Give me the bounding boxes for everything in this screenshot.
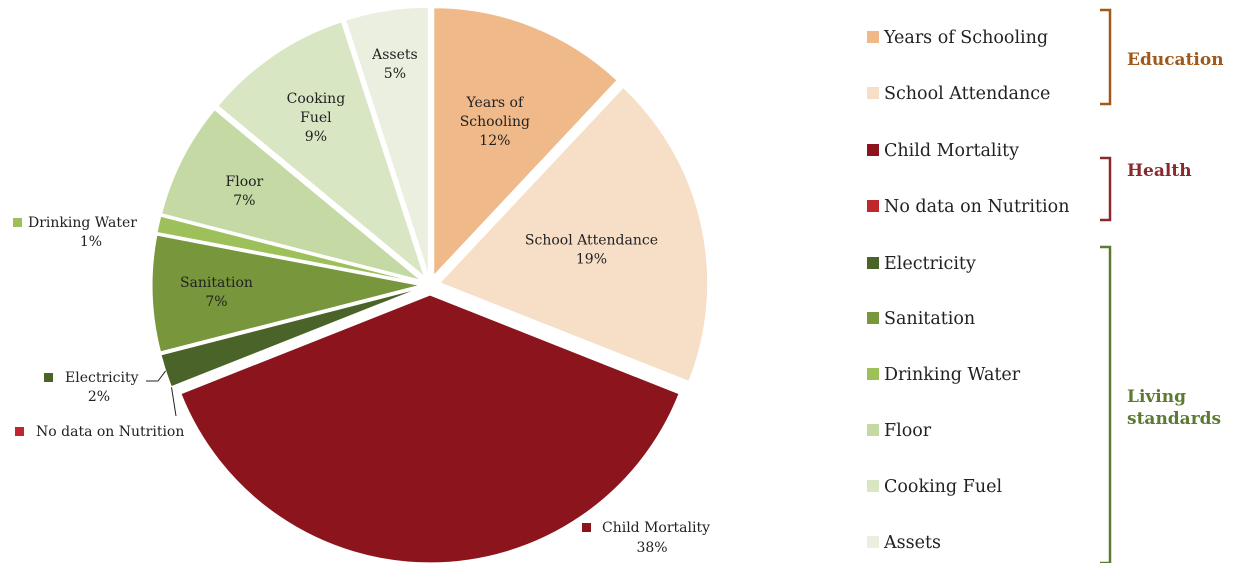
data-label-electricity-pct: 2% [88,389,110,405]
legend-item-school-attendance: School Attendance [884,84,1050,104]
bracket-living-standards [1100,245,1112,563]
legend-item-child-mortality: Child Mortality [884,141,1019,161]
legend-swatch-no-data-on-nutrition [867,200,879,212]
legend-swatch-assets [867,536,879,548]
leader-line-no-data-on-nutrition [171,387,177,417]
pie-labels: Years of Schooling 12% School Attendance 19%… [13,47,710,556]
slice-years-of-schooling [433,7,618,278]
group-label-health: Health [1127,161,1192,181]
leader-line-electricity [146,370,167,382]
legend-swatch-electricity [867,257,879,269]
legend-swatch-sanitation [867,312,879,324]
legend-item-assets: Assets [883,533,941,553]
marker-no-data-on-nutrition [15,427,24,436]
bracket-education [1100,8,1112,106]
legend-item-cooking-fuel: Cooking Fuel [884,477,1002,497]
data-label-drinking-water: Drinking Water [28,215,137,231]
slice-school-attendance [438,86,709,383]
legend-swatch-years-of-schooling [867,31,879,43]
slice-assets [344,6,430,276]
data-label-electricity: Electricity [65,370,139,386]
data-label-child-mortality-pct: 38% [636,540,667,556]
marker-child-mortality [582,523,591,532]
pie-slices [151,6,709,563]
bracket-health [1100,156,1112,222]
legend-swatch-school-attendance [867,87,879,99]
legend-item-drinking-water: Drinking Water [884,365,1021,385]
data-label-school-attendance: School Attendance 19% [525,232,658,267]
slice-sanitation [151,234,421,353]
legend: Years of Schooling School Attendance Child… [867,8,1224,563]
data-label-drinking-water-pct: 1% [80,234,102,250]
legend-swatch-floor [867,424,879,436]
group-label-living-standards: Living standards [1127,387,1221,429]
legend-swatch-drinking-water [867,368,879,380]
data-label-assets: Assets 5% [371,47,418,82]
data-label-years-of-schooling: Years of Schooling 12% [460,95,530,149]
legend-swatch-cooking-fuel [867,480,879,492]
data-label-child-mortality: Child Mortality [602,520,710,536]
data-label-floor: Floor 7% [226,174,264,209]
marker-electricity [44,373,53,382]
legend-item-electricity: Electricity [884,254,976,274]
data-label-sanitation: Sanitation 7% [180,275,253,310]
marker-drinking-water [13,218,22,227]
group-label-education: Education [1127,50,1224,70]
legend-item-sanitation: Sanitation [884,309,975,329]
legend-swatch-child-mortality [867,144,879,156]
slice-cooking-fuel [217,21,426,279]
legend-item-floor: Floor [884,421,932,441]
legend-item-no-data-on-nutrition: No data on Nutrition [884,197,1069,217]
slice-floor [160,108,422,282]
data-label-no-data-on-nutrition: No data on Nutrition [36,424,184,440]
data-label-cooking-fuel: Cooking Fuel 9% [287,91,346,145]
slice-drinking-water [156,215,421,284]
legend-item-years-of-schooling: Years of Schooling [883,28,1048,48]
